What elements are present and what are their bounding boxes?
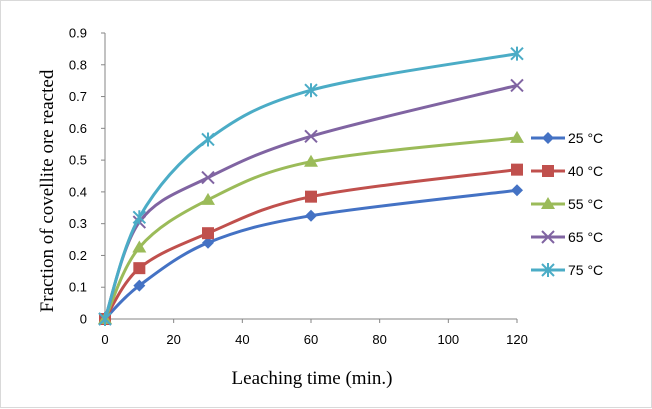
y-tick-label: 0.9 [69,26,87,41]
data-point [510,130,524,143]
legend-label: 65 °C [568,229,603,245]
data-point [132,210,147,225]
x-tick-label: 80 [372,332,386,347]
y-tick-label: 0.2 [69,248,87,263]
legend-item: 65 °C [531,229,603,245]
data-point [304,83,318,98]
legend: 25 °C 40 °C 55 °C 65 °C 75 °C [531,130,603,278]
y-tick-label: 0.8 [69,57,87,72]
legend-label: 75 °C [568,262,603,278]
y-tick-label: 0.3 [69,216,87,231]
tick-labels: 0 0.1 0.2 0.3 0.4 0.5 0.6 0.7 0.8 0.9 0 20 40 60 80 100… [69,26,528,348]
legend-label: 55 °C [568,196,603,212]
legend-marker [542,165,554,177]
legend-marker [541,263,555,277]
x-tick-label: 0 [101,332,108,347]
y-tick-label: 0.4 [69,184,87,199]
data-point [132,240,147,253]
y-axis-title: Fraction of covellite ore reacted [37,69,58,312]
data-point [201,192,215,205]
data-point [133,262,146,275]
legend-item: 75 °C [531,262,603,278]
y-tick-label: 0.5 [69,153,87,168]
legend-item: 55 °C [531,196,603,212]
legend-marker [541,230,555,244]
legend-label: 25 °C [568,130,603,146]
series-lines [98,46,524,326]
data-point [511,163,523,176]
legend-item: 40 °C [531,163,603,179]
legend-marker [541,197,555,209]
data-point [133,279,146,292]
legend-marker [542,132,554,144]
data-point [510,78,524,93]
x-axis-title: Leaching time (min.) [232,368,393,389]
series-4 [98,46,524,326]
data-point [201,170,215,185]
data-point [201,132,215,147]
data-point [511,184,523,197]
data-point [510,46,524,61]
y-tick-label: 0.1 [69,280,87,295]
legend-label: 40 °C [568,163,603,179]
legend-item: 25 °C [531,130,603,146]
y-tick-label: 0 [80,312,87,327]
data-point [304,129,318,143]
y-tick-label: 0.6 [69,121,87,136]
x-tick-label: 40 [235,332,249,347]
x-tick-label: 120 [506,332,528,347]
series-1 [99,163,523,325]
x-tick-label: 20 [166,332,180,347]
series-2 [98,130,524,324]
data-point [304,154,318,167]
data-point [202,236,214,249]
x-tick-label: 60 [304,332,318,347]
data-point [98,312,112,326]
series-line [103,136,518,320]
x-tick-label: 100 [437,332,459,347]
data-point [305,209,317,222]
series-line [103,52,518,320]
data-point [305,190,317,203]
series-line [103,188,518,321]
data-point [202,227,214,240]
y-tick-label: 0.7 [69,89,87,104]
